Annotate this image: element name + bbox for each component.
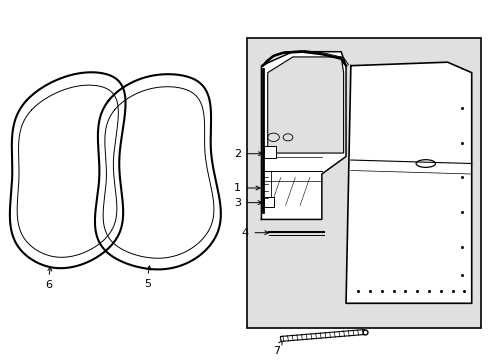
- Bar: [264, 197, 274, 207]
- Text: 1: 1: [234, 183, 241, 193]
- Text: 5: 5: [144, 279, 151, 289]
- Text: 3: 3: [234, 198, 241, 208]
- Bar: [264, 146, 275, 158]
- Bar: [246, 38, 480, 328]
- Text: 7: 7: [272, 346, 280, 356]
- Polygon shape: [280, 329, 365, 341]
- Text: 2: 2: [234, 149, 241, 159]
- Polygon shape: [261, 52, 346, 220]
- Polygon shape: [346, 62, 471, 303]
- Text: 4: 4: [241, 228, 248, 238]
- Polygon shape: [267, 57, 343, 153]
- Text: 6: 6: [45, 279, 52, 289]
